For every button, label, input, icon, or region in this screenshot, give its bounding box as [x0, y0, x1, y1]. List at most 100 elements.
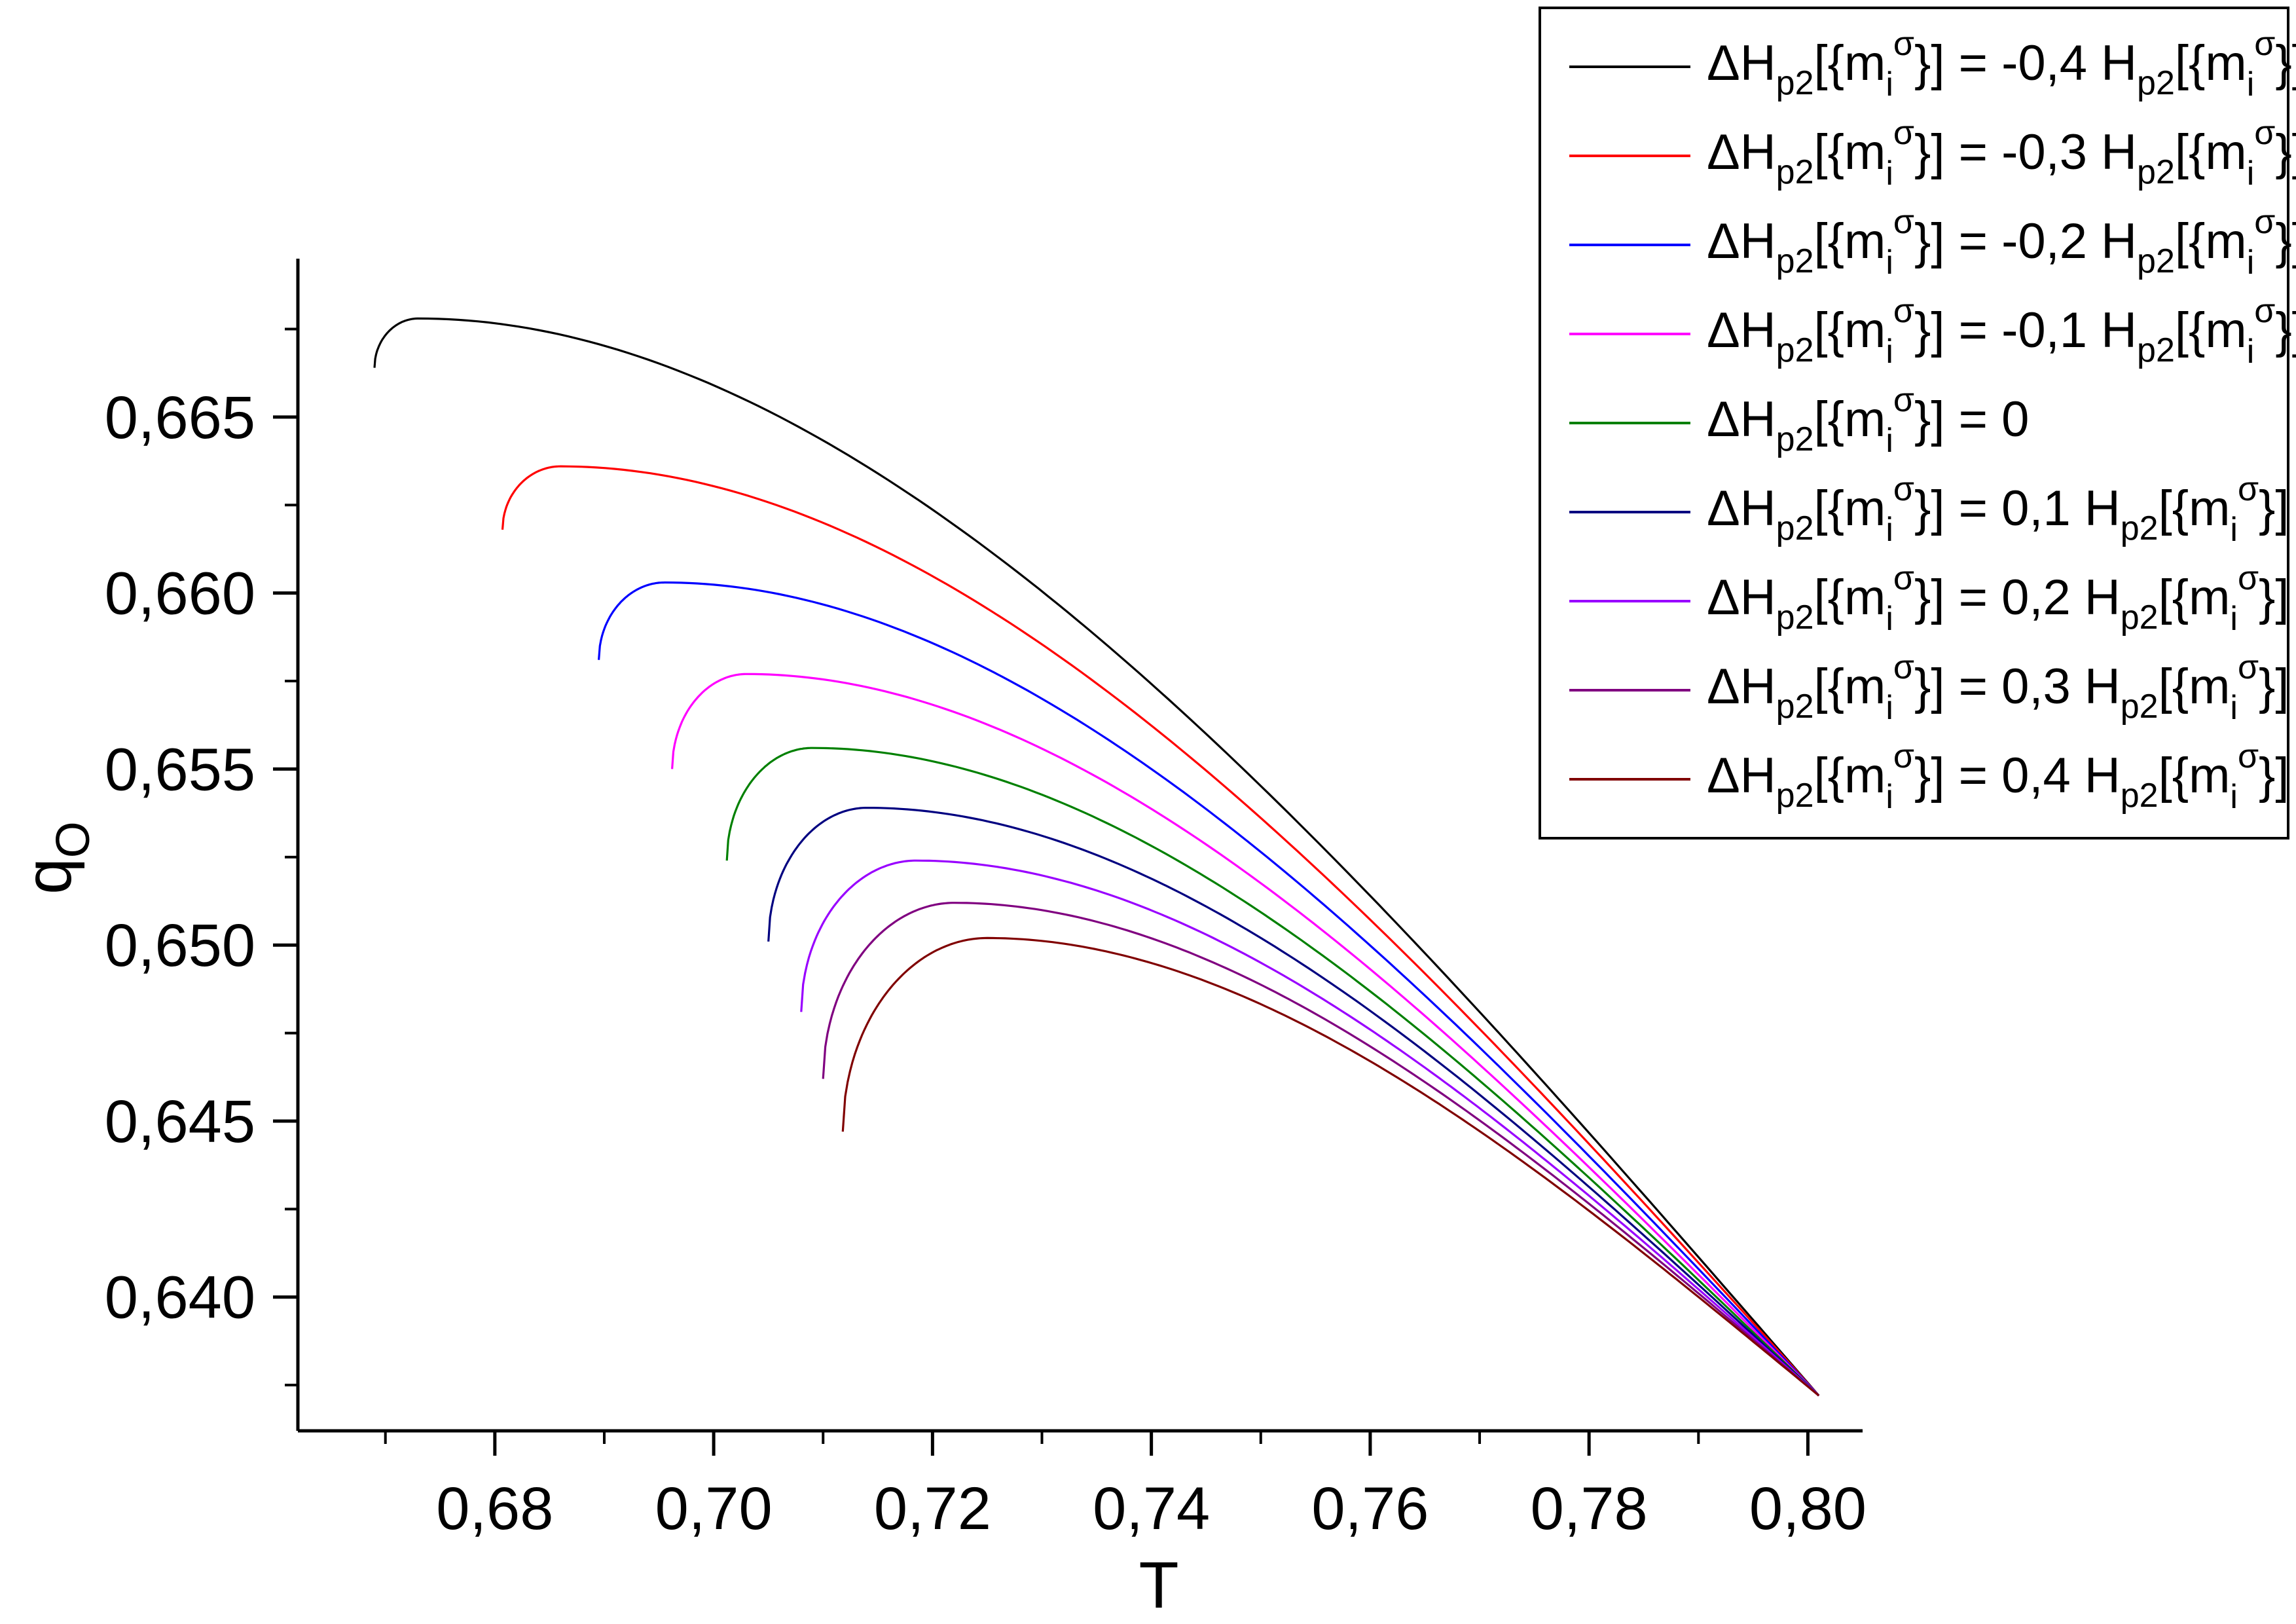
legend-text-part: }] — [1914, 392, 1945, 447]
x-tick-label: 0,72 — [874, 1475, 991, 1542]
legend-label-9: ΔHp2[{miσ}] = 0,4 Hp2[{miσ}] — [1707, 737, 2289, 816]
legend-text-part: ΔH — [1707, 570, 1776, 625]
y-tick-label: 0,655 — [105, 736, 255, 803]
legend-text-part: }] — [2259, 570, 2289, 625]
legend-subscript: i — [2247, 65, 2255, 103]
legend-text-part: }] — [1914, 481, 1945, 536]
legend-subscript: p2 — [1776, 420, 1814, 458]
legend-text-part: }] — [2259, 659, 2289, 714]
legend-superscript: σ — [2238, 737, 2259, 775]
legend-text-part: ΔH — [1707, 659, 1776, 714]
legend-text-part: }] — [1914, 124, 1945, 180]
legend-text-part: [{m — [2159, 748, 2231, 803]
legend-subscript: p2 — [1776, 509, 1814, 547]
legend-text-part: [{m — [1814, 303, 1886, 358]
legend-text-part: ΔH — [1707, 481, 1776, 536]
legend-text-part: }] — [2259, 748, 2289, 803]
legend-superscript: σ — [2254, 114, 2275, 152]
legend-coef: = 0,3 — [1944, 659, 2070, 714]
legend-subscript: p2 — [1776, 153, 1814, 191]
legend-text-part: [{m — [1814, 481, 1886, 536]
y-tick-label: 0,665 — [105, 384, 255, 451]
legend-text-part: [{m — [1814, 748, 1886, 803]
y-tick-label: 0,660 — [105, 561, 255, 627]
legend-text-part: [{m — [1814, 124, 1886, 180]
legend-text-part: H — [2071, 748, 2121, 803]
legend-superscript: σ — [2254, 292, 2275, 330]
legend-text-part: [{m — [2175, 213, 2247, 269]
legend: ΔHp2[{miσ}] = -0,4 Hp2[{miσ}]ΔHp2[{miσ}]… — [1539, 7, 2296, 840]
legend-text-part: }] — [2275, 124, 2296, 180]
legend-label-3: ΔHp2[{miσ}] = -0,2 Hp2[{miσ}] — [1707, 203, 2296, 282]
legend-coef: = -0,4 — [1944, 35, 2087, 91]
legend-superscript: σ — [1893, 737, 1914, 775]
legend-subscript: i — [1886, 244, 1893, 282]
legend-subscript: p2 — [2137, 242, 2175, 280]
series-line-1 — [373, 317, 1820, 1397]
x-axis-title: T — [1139, 1549, 1178, 1622]
legend-text-part: ΔH — [1707, 124, 1776, 180]
legend-label-8: ΔHp2[{miσ}] = 0,3 Hp2[{miσ}] — [1707, 648, 2289, 727]
series-line-8 — [822, 902, 1820, 1397]
y-tick-label: 0,640 — [105, 1264, 255, 1331]
x-tick-label: 0,70 — [655, 1475, 773, 1542]
legend-subscript: i — [2247, 244, 2255, 282]
legend-text-part: [{m — [2175, 303, 2247, 358]
legend-text-part: [{m — [1814, 213, 1886, 269]
legend-superscript: σ — [2254, 25, 2275, 63]
legend-text-part: }] — [1914, 570, 1945, 625]
legend-subscript: i — [1886, 689, 1893, 727]
legend-subscript: i — [1886, 333, 1893, 371]
legend-text-part: }] — [1914, 213, 1945, 269]
legend-coef: = -0,3 — [1944, 124, 2087, 180]
legend-text-part: H — [2071, 659, 2121, 714]
legend-superscript: σ — [1893, 381, 1914, 419]
y-tick-label: 0,650 — [105, 912, 255, 979]
x-tick-label: 0,78 — [1531, 1475, 1648, 1542]
x-tick-label: 0,80 — [1749, 1475, 1867, 1542]
y-tick-label: 0,645 — [105, 1088, 255, 1155]
legend-subscript: i — [2247, 155, 2255, 193]
legend-subscript: i — [1886, 778, 1893, 816]
legend-subscript: i — [2230, 600, 2238, 638]
legend-subscript: p2 — [2121, 509, 2159, 547]
legend-text-part: H — [2087, 35, 2137, 91]
legend-label-1: ΔHp2[{miσ}] = -0,4 Hp2[{miσ}] — [1707, 25, 2296, 103]
legend-text-part: [{m — [2159, 570, 2231, 625]
legend-text-part: [{m — [2175, 124, 2247, 180]
legend-text-part: [{m — [2159, 481, 2231, 536]
legend-subscript: i — [1886, 511, 1893, 549]
legend-text-part: [{m — [1814, 392, 1886, 447]
legend-label-2: ΔHp2[{miσ}] = -0,3 Hp2[{miσ}] — [1707, 114, 2296, 193]
legend-label-4: ΔHp2[{miσ}] = -0,1 Hp2[{miσ}] — [1707, 292, 2296, 371]
legend-text-part: }] — [2259, 481, 2289, 536]
legend-subscript: p2 — [1776, 688, 1814, 726]
legend-text-part: [{m — [1814, 659, 1886, 714]
legend-coef: = 0,4 — [1944, 748, 2070, 803]
legend-label-7: ΔHp2[{miσ}] = 0,2 Hp2[{miσ}] — [1707, 559, 2289, 638]
x-tick-label: 0,68 — [436, 1475, 553, 1542]
legend-subscript: p2 — [1776, 777, 1814, 815]
series-line-5 — [725, 747, 1820, 1397]
legend-text-part: H — [2087, 124, 2137, 180]
legend-superscript: σ — [1893, 25, 1914, 63]
legend-text-part: [{m — [2175, 35, 2247, 91]
legend-superscript: σ — [1893, 292, 1914, 330]
legend-subscript: p2 — [2137, 331, 2175, 369]
legend-text-part: [{m — [1814, 570, 1886, 625]
legend-subscript: p2 — [2121, 599, 2159, 637]
legend-subscript: i — [1886, 155, 1893, 193]
legend-superscript: σ — [2238, 648, 2259, 686]
legend-text-part: }] — [2275, 213, 2296, 269]
x-tick-label: 0,76 — [1311, 1475, 1429, 1542]
legend-text-part: }] — [1914, 35, 1945, 91]
y-axis-title: qO — [12, 821, 100, 895]
y-axis-title-main: q — [12, 858, 85, 895]
legend-text-part: ΔH — [1707, 303, 1776, 358]
legend-subscript: i — [2247, 333, 2255, 371]
legend-text-part: ΔH — [1707, 748, 1776, 803]
legend-superscript: σ — [2238, 470, 2259, 508]
legend-subscript: i — [1886, 422, 1893, 460]
legend-subscript: p2 — [2121, 777, 2159, 815]
